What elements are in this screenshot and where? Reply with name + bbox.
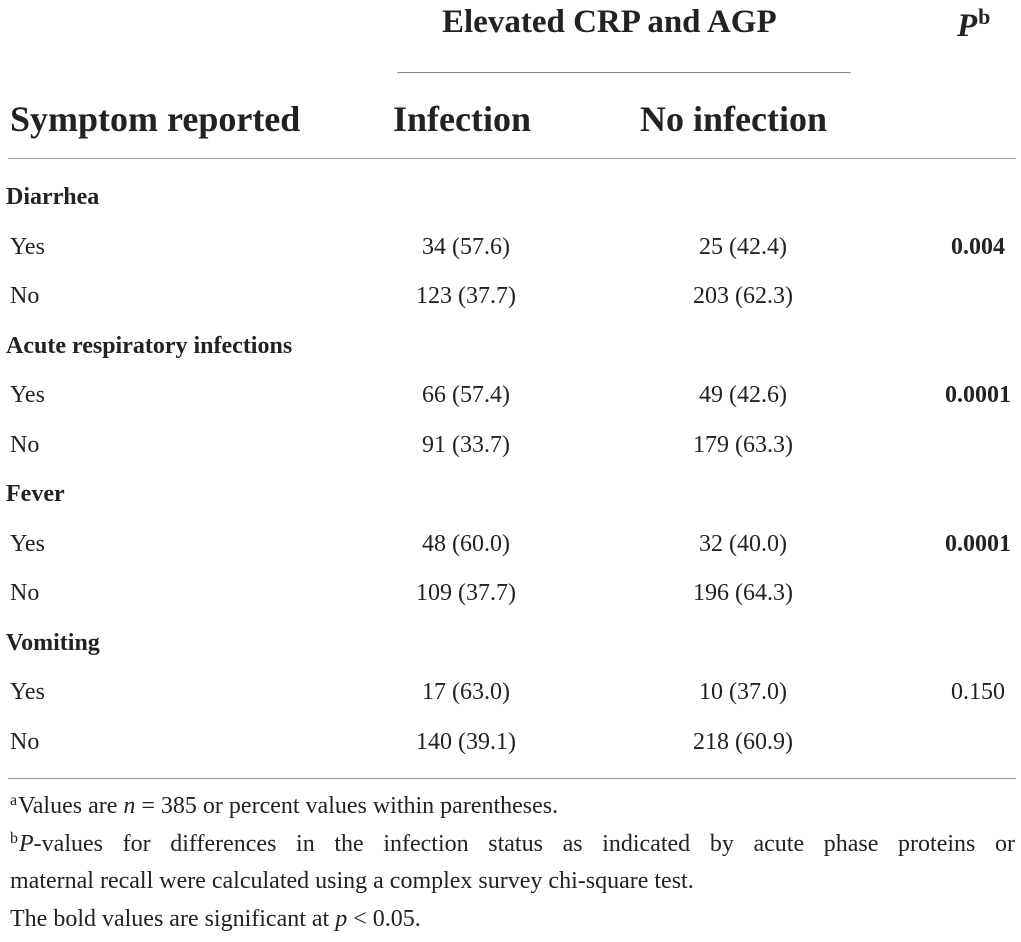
footnote-b-text-1: -values for differences in the infection…	[33, 831, 1015, 857]
footnote-b-variable: P	[19, 831, 34, 857]
footnote-significance: The bold values are significant at p < 0…	[10, 906, 421, 933]
infection-cell: 17 (63.0)	[422, 679, 510, 705]
infection-cell: 66 (57.4)	[422, 382, 510, 408]
section-heading: Vomiting	[6, 630, 100, 656]
infection-column-header: Infection	[393, 99, 531, 139]
infection-cell: 140 (39.1)	[416, 729, 516, 755]
footnote-sig-text-2: < 0.05.	[347, 906, 421, 932]
no-infection-cell: 196 (64.3)	[693, 580, 793, 606]
header-rule	[8, 158, 1016, 159]
footnote-a-mark: a	[10, 792, 18, 809]
symptom-column-header: Symptom reported	[10, 99, 301, 139]
p-value-cell: 0.0001	[945, 382, 1011, 408]
infection-cell: 123 (37.7)	[416, 283, 516, 309]
no-infection-cell: 10 (37.0)	[699, 679, 787, 705]
row-label: No	[10, 580, 40, 606]
p-value-cell: 0.0001	[945, 531, 1011, 557]
row-label: Yes	[10, 531, 45, 557]
p-value-header-label: P	[957, 8, 978, 44]
row-label: Yes	[10, 234, 45, 260]
infection-cell: 34 (57.6)	[422, 234, 510, 260]
p-value-header-footnote-mark: b	[978, 4, 991, 29]
p-value-cell: 0.004	[951, 234, 1005, 260]
row-label: Yes	[10, 382, 45, 408]
p-value-cell: 0.150	[951, 679, 1005, 705]
row-label: Yes	[10, 679, 45, 705]
no-infection-cell: 25 (42.4)	[699, 234, 787, 260]
section-heading: Diarrhea	[6, 184, 100, 210]
column-group-title: Elevated CRP and AGP	[442, 4, 777, 40]
row-label: No	[10, 283, 40, 309]
footnote-a-text-1: Values are	[18, 793, 124, 819]
footnote-a-text-2: = 385 or percent values within parenthes…	[135, 793, 559, 819]
row-label: No	[10, 729, 40, 755]
row-label: No	[10, 432, 40, 458]
footnote-a: aValues are n = 385 or percent values wi…	[10, 792, 558, 820]
no-infection-cell: 218 (60.9)	[693, 729, 793, 755]
no-infection-cell: 49 (42.6)	[699, 382, 787, 408]
footer-rule	[8, 778, 1016, 779]
footnote-b-line-2: maternal recall were calculated using a …	[10, 868, 694, 894]
footnote-sig-text-1: The bold values are significant at	[10, 906, 336, 932]
no-infection-column-header: No infection	[640, 99, 827, 139]
no-infection-cell: 203 (62.3)	[693, 283, 793, 309]
infection-cell: 48 (60.0)	[422, 531, 510, 557]
footnote-b-mark: b	[10, 830, 18, 847]
infection-cell: 91 (33.7)	[422, 432, 510, 458]
footnote-sig-variable: p	[335, 906, 348, 932]
p-value-header: Pb	[957, 4, 990, 45]
footnote-b-line-1: bP-values for differences in the infecti…	[10, 830, 1015, 858]
no-infection-cell: 179 (63.3)	[693, 432, 793, 458]
group-underline	[397, 72, 851, 73]
section-heading: Fever	[6, 481, 65, 507]
footnote-a-variable: n	[123, 793, 136, 819]
section-heading: Acute respiratory infections	[6, 333, 293, 359]
infection-cell: 109 (37.7)	[416, 580, 516, 606]
no-infection-cell: 32 (40.0)	[699, 531, 787, 557]
